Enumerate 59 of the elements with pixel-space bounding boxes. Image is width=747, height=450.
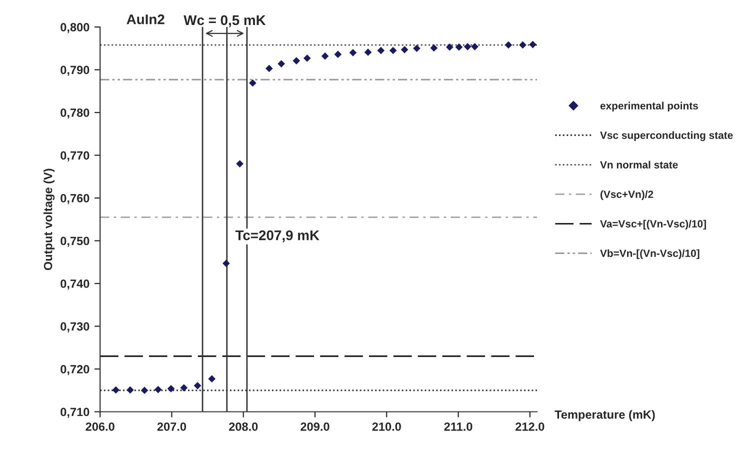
x-tick-label: 210.0 — [372, 422, 401, 431]
y-tick-label: 0,780 — [60, 108, 90, 119]
y-tick-label: 0,770 — [60, 151, 90, 162]
text: AuIn2 — [126, 14, 164, 24]
point — [413, 44, 420, 52]
point — [249, 79, 256, 87]
point — [504, 41, 512, 49]
point — [464, 42, 472, 50]
point — [278, 60, 286, 68]
point — [126, 386, 134, 394]
legend-label: experimental points — [600, 102, 698, 112]
point — [471, 42, 478, 50]
x-tick-label: 208.0 — [229, 422, 258, 431]
y-tick-label: 0,760 — [60, 194, 90, 204]
y-tick-label: 0,800 — [60, 23, 90, 34]
x-tick-label: 206.0 — [86, 422, 114, 431]
x-tick-label: 207.0 — [157, 422, 186, 431]
point — [377, 46, 385, 54]
legend-label: Vsc superconducting state — [600, 131, 733, 142]
point — [364, 48, 372, 56]
point — [430, 44, 438, 52]
point — [334, 50, 342, 58]
point — [265, 64, 273, 72]
legend-label: Vb=Vn-[(Vn-Vsc)/10] — [600, 249, 700, 260]
point — [529, 40, 536, 48]
point — [519, 41, 526, 49]
point — [446, 43, 454, 51]
x-tick-label: 209.0 — [300, 422, 330, 431]
point — [349, 48, 357, 56]
y-tick-label: 0,790 — [60, 66, 90, 76]
annotation: Wc = 0,5 mK — [184, 15, 266, 28]
annotation: Tc=207,9 mK — [235, 230, 320, 242]
point — [180, 384, 188, 392]
y-tick-label: 0,750 — [60, 236, 90, 247]
point — [208, 375, 216, 383]
legend-label: Vn normal state — [600, 160, 678, 168]
legend-label: Va=Vsc+[(Vn-Vsc)/10] — [600, 220, 706, 230]
x-axis-title: Temperature (mK) — [554, 410, 655, 422]
y-tick-label: 0,740 — [60, 280, 90, 290]
point — [389, 46, 397, 54]
point — [400, 46, 408, 54]
point — [140, 386, 148, 394]
y-tick-label: 0,730 — [60, 322, 90, 332]
point — [167, 384, 175, 392]
point — [303, 54, 311, 62]
x-tick-label: 212.0 — [516, 422, 544, 431]
x-tick-label: 211.0 — [444, 422, 472, 431]
point — [236, 160, 244, 168]
point — [222, 260, 230, 268]
y-axis-title: Output voltage (V) — [44, 168, 55, 270]
y-tick-label: 0,720 — [60, 365, 90, 376]
point — [321, 52, 329, 60]
point — [112, 386, 120, 394]
point — [292, 57, 300, 64]
legend-label: (Vsc+Vn)/2 — [600, 190, 654, 200]
point — [194, 382, 202, 390]
y-tick-label: 0,710 — [60, 408, 90, 418]
point — [455, 43, 463, 51]
point — [154, 386, 162, 394]
